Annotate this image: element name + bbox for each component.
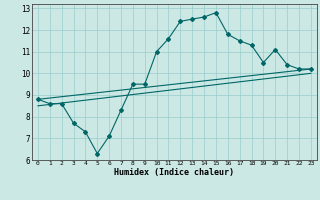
X-axis label: Humidex (Indice chaleur): Humidex (Indice chaleur) [115,168,234,177]
